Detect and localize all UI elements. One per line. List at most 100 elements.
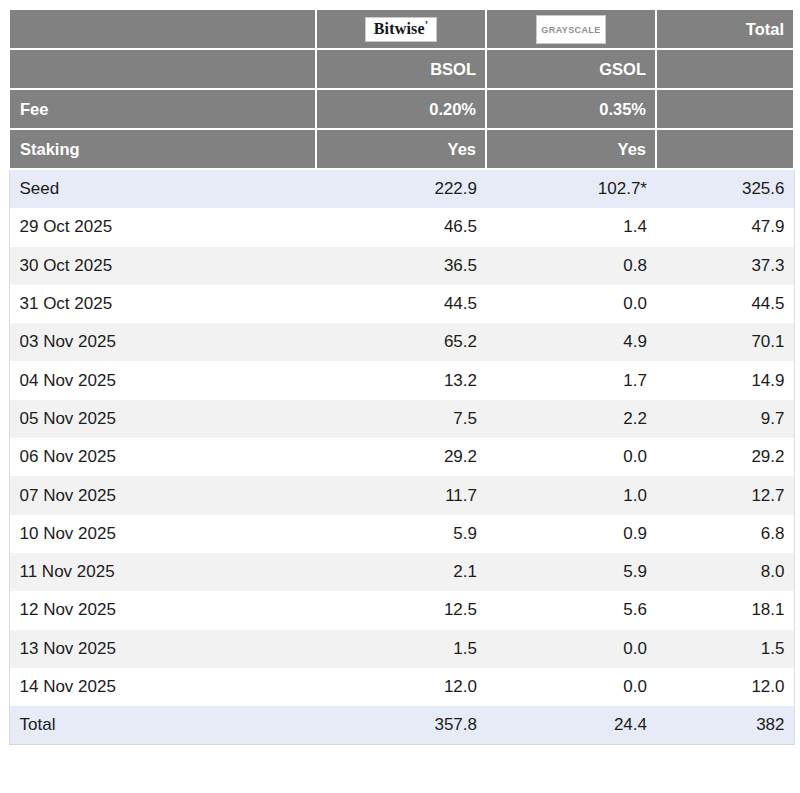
issuer-row: Bitwise’ GRAYSCALE Total [9,9,794,49]
gsol-value: 5.9 [486,553,656,591]
total-value: 12.0 [656,668,794,706]
gsol-value: 0.9 [486,515,656,553]
bitwise-logo-mark: ’ [425,19,429,30]
page: Bitwise’ GRAYSCALE Total BSOL GSOL Fee 0… [0,0,800,751]
total-value: 29.2 [656,438,794,476]
table-row: 05 Nov 2025 7.5 2.2 9.7 [9,400,794,438]
table-row: 07 Nov 2025 11.7 1.0 12.7 [9,476,794,514]
fee-label: Fee [9,89,316,129]
total-value: 44.5 [656,285,794,323]
table-row: 29 Oct 2025 46.5 1.4 47.9 [9,208,794,246]
bsol-value: 36.5 [316,247,486,285]
staking-label: Staking [9,129,316,169]
table-row: 14 Nov 2025 12.0 0.0 12.0 [9,668,794,706]
gsol-ticker: GSOL [486,49,656,89]
fee-row-trailing-cell [656,89,794,129]
gsol-value: 4.9 [486,323,656,361]
table-row: 03 Nov 2025 65.2 4.9 70.1 [9,323,794,361]
row-label: 07 Nov 2025 [9,476,316,514]
bsol-value: 29.2 [316,438,486,476]
bsol-staking: Yes [316,129,486,169]
row-label: 13 Nov 2025 [9,630,316,668]
bsol-value: 65.2 [316,323,486,361]
gsol-staking: Yes [486,129,656,169]
bsol-value: 12.5 [316,591,486,629]
total-value: 18.1 [656,591,794,629]
fee-row: Fee 0.20% 0.35% [9,89,794,129]
staking-row: Staking Yes Yes [9,129,794,169]
row-label: 03 Nov 2025 [9,323,316,361]
row-label: 11 Nov 2025 [9,553,316,591]
row-label: 10 Nov 2025 [9,515,316,553]
row-label: 14 Nov 2025 [9,668,316,706]
ticker-row-empty-cell [9,49,316,89]
bsol-value: 2.1 [316,553,486,591]
bsol-value: 222.9 [316,169,486,208]
total-value: 12.7 [656,476,794,514]
bsol-fee: 0.20% [316,89,486,129]
bsol-ticker: BSOL [316,49,486,89]
gsol-fee: 0.35% [486,89,656,129]
total-value: 1.5 [656,630,794,668]
issuer-row-empty-cell [9,9,316,49]
ticker-row-trailing-cell [656,49,794,89]
total-value: 14.9 [656,361,794,399]
bsol-value: 46.5 [316,208,486,246]
table-row: 30 Oct 2025 36.5 0.8 37.3 [9,247,794,285]
bsol-value: 44.5 [316,285,486,323]
row-label: Total [9,706,316,745]
gsol-value: 0.0 [486,438,656,476]
row-label: 04 Nov 2025 [9,361,316,399]
total-value: 70.1 [656,323,794,361]
staking-row-trailing-cell [656,129,794,169]
row-label: 30 Oct 2025 [9,247,316,285]
table-row: Seed 222.9 102.7* 325.6 [9,169,794,208]
table-row: 12 Nov 2025 12.5 5.6 18.1 [9,591,794,629]
gsol-value: 1.7 [486,361,656,399]
gsol-value: 1.4 [486,208,656,246]
row-label: 05 Nov 2025 [9,400,316,438]
total-value: 6.8 [656,515,794,553]
gsol-value: 2.2 [486,400,656,438]
row-label: 31 Oct 2025 [9,285,316,323]
table-row: 04 Nov 2025 13.2 1.7 14.9 [9,361,794,399]
bitwise-logo: Bitwise’ [365,17,438,42]
row-label: 12 Nov 2025 [9,591,316,629]
row-label: 06 Nov 2025 [9,438,316,476]
gsol-value: 102.7* [486,169,656,208]
bitwise-cell: Bitwise’ [316,9,486,49]
bitwise-logo-text: Bitwise [374,20,425,37]
row-label: Seed [9,169,316,208]
bsol-value: 12.0 [316,668,486,706]
table-row: Total 357.8 24.4 382 [9,706,794,745]
bsol-value: 357.8 [316,706,486,745]
total-value: 382 [656,706,794,745]
etf-flows-table: Bitwise’ GRAYSCALE Total BSOL GSOL Fee 0… [8,8,795,745]
bsol-value: 7.5 [316,400,486,438]
total-column-header: Total [656,9,794,49]
gsol-value: 0.0 [486,630,656,668]
total-value: 37.3 [656,247,794,285]
row-label: 29 Oct 2025 [9,208,316,246]
bsol-value: 5.9 [316,515,486,553]
gsol-value: 0.0 [486,285,656,323]
table-row: 10 Nov 2025 5.9 0.9 6.8 [9,515,794,553]
gsol-value: 5.6 [486,591,656,629]
bsol-value: 13.2 [316,361,486,399]
total-value: 325.6 [656,169,794,208]
table-header: Bitwise’ GRAYSCALE Total BSOL GSOL Fee 0… [9,9,794,169]
table-row: 13 Nov 2025 1.5 0.0 1.5 [9,630,794,668]
bsol-value: 11.7 [316,476,486,514]
gsol-value: 0.0 [486,668,656,706]
gsol-value: 0.8 [486,247,656,285]
total-value: 47.9 [656,208,794,246]
total-value: 8.0 [656,553,794,591]
table-body: Seed 222.9 102.7* 325.6 29 Oct 2025 46.5… [9,169,794,745]
gsol-value: 1.0 [486,476,656,514]
table-row: 06 Nov 2025 29.2 0.0 29.2 [9,438,794,476]
grayscale-cell: GRAYSCALE [486,9,656,49]
grayscale-logo: GRAYSCALE [536,15,605,44]
ticker-row: BSOL GSOL [9,49,794,89]
bsol-value: 1.5 [316,630,486,668]
table-row: 11 Nov 2025 2.1 5.9 8.0 [9,553,794,591]
